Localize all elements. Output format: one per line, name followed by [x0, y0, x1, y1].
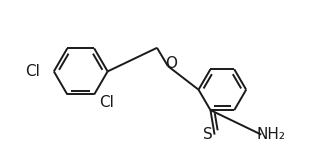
Text: S: S: [203, 127, 213, 142]
Text: Cl: Cl: [24, 64, 40, 79]
Text: O: O: [165, 56, 177, 71]
Text: Cl: Cl: [99, 95, 114, 110]
Text: NH₂: NH₂: [257, 127, 286, 142]
